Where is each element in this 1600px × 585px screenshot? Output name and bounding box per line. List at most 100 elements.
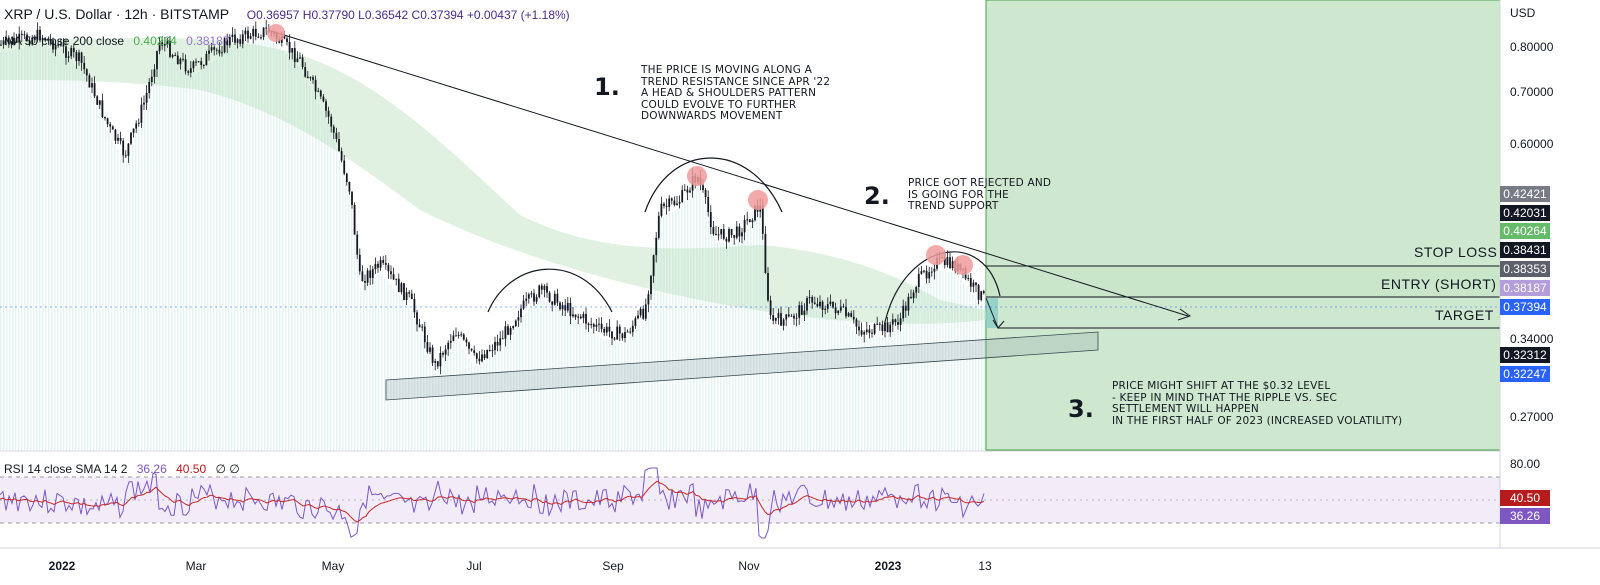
background-stripe bbox=[693, 188, 695, 450]
candle-body bbox=[538, 285, 541, 298]
background-stripe bbox=[783, 328, 785, 450]
candle-body bbox=[7, 37, 10, 42]
background-stripe bbox=[774, 328, 776, 450]
background-stripe bbox=[315, 98, 317, 450]
candle-body bbox=[514, 320, 517, 327]
candle-body bbox=[876, 323, 879, 325]
background-stripe bbox=[81, 70, 83, 450]
background-stripe bbox=[888, 334, 890, 450]
candle-body bbox=[314, 79, 317, 92]
background-stripe bbox=[132, 143, 134, 450]
background-stripe bbox=[429, 357, 431, 450]
price-tag: 0.38187 bbox=[1500, 280, 1550, 296]
ma-band bbox=[0, 38, 986, 324]
background-stripe bbox=[291, 59, 293, 450]
background-stripe bbox=[381, 274, 383, 450]
background-stripe bbox=[570, 318, 572, 450]
candle-body bbox=[808, 297, 811, 299]
background-stripe bbox=[153, 76, 155, 450]
background-stripe bbox=[162, 50, 164, 450]
candle-body bbox=[507, 326, 509, 335]
background-stripe bbox=[57, 53, 59, 450]
background-stripe bbox=[666, 215, 668, 450]
background-stripe bbox=[51, 49, 53, 450]
background-stripe bbox=[450, 346, 452, 450]
background-stripe bbox=[714, 239, 716, 450]
background-stripe bbox=[282, 51, 284, 450]
background-stripe bbox=[318, 104, 320, 450]
candle-body bbox=[192, 61, 195, 69]
background-stripe bbox=[807, 311, 809, 450]
background-stripe bbox=[711, 229, 713, 450]
candle-body bbox=[670, 198, 673, 201]
background-stripe bbox=[183, 71, 185, 450]
background-stripe bbox=[390, 284, 392, 450]
candle-body bbox=[447, 342, 450, 350]
background-stripe bbox=[483, 361, 485, 450]
background-stripe bbox=[792, 326, 794, 450]
background-stripe bbox=[534, 304, 536, 450]
candle-body bbox=[689, 190, 691, 193]
background-stripe bbox=[243, 44, 245, 450]
background-stripe bbox=[546, 302, 548, 450]
background-stripe bbox=[588, 330, 590, 450]
candle-body bbox=[28, 40, 31, 45]
candle-body bbox=[897, 322, 899, 325]
candle-body bbox=[202, 64, 205, 66]
candle-body bbox=[465, 339, 468, 343]
candle-body bbox=[361, 271, 364, 282]
background-stripe bbox=[876, 338, 878, 450]
candle-body bbox=[358, 254, 361, 272]
candle-body bbox=[561, 305, 564, 310]
background-stripe bbox=[486, 359, 488, 450]
background-stripe bbox=[891, 332, 893, 450]
background-stripe bbox=[501, 346, 503, 450]
candle-body bbox=[340, 150, 343, 161]
candles bbox=[0, 19, 985, 375]
background-stripe bbox=[843, 321, 845, 450]
candle-body bbox=[124, 155, 127, 157]
candle-body bbox=[764, 233, 767, 273]
background-stripe bbox=[726, 243, 728, 450]
background-stripe bbox=[462, 348, 464, 450]
background-stripe bbox=[861, 338, 863, 450]
short-position-box bbox=[986, 266, 1500, 298]
candle-body bbox=[436, 361, 439, 367]
background-stripe bbox=[744, 232, 746, 450]
candle-body bbox=[556, 293, 559, 303]
background-stripe bbox=[246, 43, 248, 450]
candle-body bbox=[413, 298, 416, 313]
background-stripe bbox=[741, 235, 743, 450]
background-stripe bbox=[912, 300, 914, 450]
background-stripe bbox=[45, 46, 47, 450]
candle-body bbox=[730, 228, 733, 236]
background-stripe bbox=[870, 338, 872, 450]
candle-body bbox=[663, 203, 665, 206]
candle-body bbox=[717, 234, 720, 236]
background-stripe bbox=[135, 135, 137, 450]
candle-body bbox=[67, 56, 70, 58]
candle-body bbox=[148, 82, 151, 94]
candle-body bbox=[785, 314, 788, 320]
background-stripe bbox=[696, 184, 698, 450]
candle-body bbox=[509, 328, 512, 335]
background-stripe bbox=[975, 298, 977, 450]
candle-body bbox=[982, 291, 985, 294]
candle-body bbox=[330, 116, 333, 127]
candle-body bbox=[163, 44, 166, 46]
background-stripe bbox=[192, 76, 194, 450]
background-stripe bbox=[342, 170, 344, 450]
background-stripe bbox=[732, 243, 734, 450]
background-stripe bbox=[789, 328, 791, 450]
candle-body bbox=[533, 293, 535, 302]
price-tick: 0.34000 bbox=[1510, 332, 1554, 346]
background-stripe bbox=[435, 373, 437, 450]
background-stripe bbox=[612, 340, 614, 450]
candle-body bbox=[59, 44, 62, 46]
candle-body bbox=[868, 329, 871, 333]
candle-body bbox=[491, 350, 494, 352]
background-stripe bbox=[525, 313, 527, 450]
candle-body bbox=[733, 235, 736, 238]
